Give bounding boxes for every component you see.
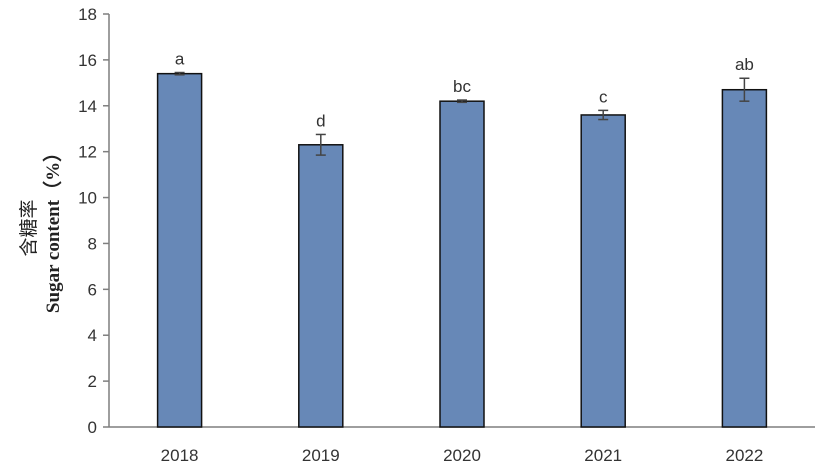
significance-label: bc bbox=[453, 77, 471, 96]
significance-label: ab bbox=[735, 55, 754, 74]
bars bbox=[156, 72, 768, 428]
x-tick-label: 2021 bbox=[584, 446, 622, 465]
error-bars bbox=[174, 71, 750, 156]
y-tick-label: 12 bbox=[78, 143, 97, 162]
x-tick-label: 2018 bbox=[161, 446, 199, 465]
y-axis-label-en: Sugar content（%） bbox=[41, 143, 64, 313]
y-tick-label: 8 bbox=[88, 234, 97, 253]
x-tick-labels: 2018 2019 2020 2021 2022 bbox=[161, 446, 764, 465]
significance-label: c bbox=[599, 87, 608, 106]
bar bbox=[580, 114, 626, 428]
y-tick-label: 0 bbox=[88, 418, 97, 437]
bar bbox=[721, 88, 768, 428]
bar bbox=[156, 72, 203, 428]
y-axis-label-cn: 含糖率 bbox=[18, 199, 40, 256]
y-axis-label: 含糖率 Sugar content（%） bbox=[18, 143, 64, 313]
x-tick-label: 2020 bbox=[443, 446, 481, 465]
significance-label: a bbox=[175, 50, 185, 69]
y-tick-label: 10 bbox=[78, 189, 97, 208]
y-tick-label: 14 bbox=[78, 97, 97, 116]
y-tick-label: 16 bbox=[78, 51, 97, 70]
x-tick-label: 2019 bbox=[302, 446, 340, 465]
significance-labels: a d bc c ab bbox=[175, 50, 754, 131]
y-tick-label: 4 bbox=[88, 326, 97, 345]
bar bbox=[439, 100, 485, 428]
y-tick-label: 2 bbox=[88, 372, 97, 391]
y-ticks: 0 2 4 6 8 10 12 14 16 18 bbox=[78, 5, 109, 437]
bar bbox=[298, 144, 344, 428]
x-tick-label: 2022 bbox=[725, 446, 763, 465]
y-tick-label: 18 bbox=[78, 5, 97, 24]
y-tick-label: 6 bbox=[88, 280, 97, 299]
significance-label: d bbox=[316, 111, 325, 130]
